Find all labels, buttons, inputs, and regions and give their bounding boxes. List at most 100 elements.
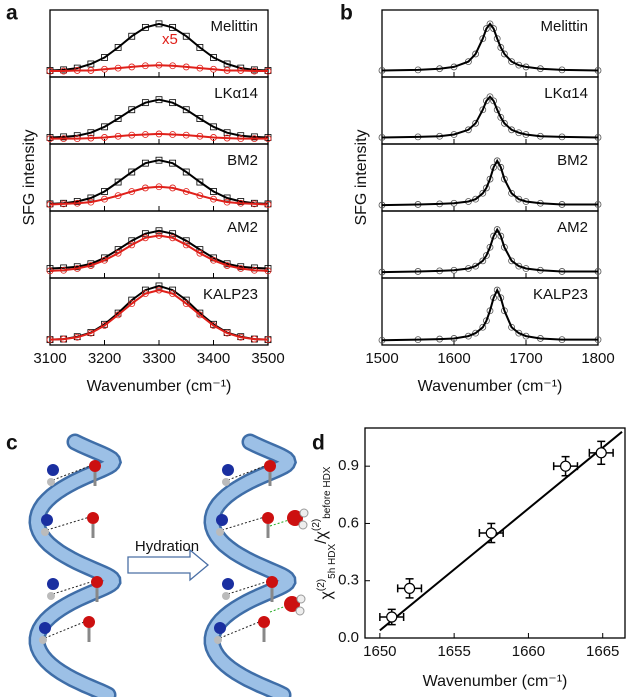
y-axis-label-part: /χ <box>313 530 330 543</box>
data-point <box>559 460 572 472</box>
y-tick-label: 0.6 <box>338 514 359 531</box>
data-marker <box>472 119 480 127</box>
atom-n <box>222 578 234 590</box>
data-marker <box>493 106 501 114</box>
atom-n <box>216 514 228 526</box>
fit-line <box>49 98 269 139</box>
atom-o <box>87 512 99 524</box>
data-marker <box>210 123 217 131</box>
annotation: x5 <box>162 31 178 48</box>
data-marker <box>464 58 472 66</box>
y-axis-label: SFG intensity <box>353 129 370 225</box>
atom-o <box>89 460 101 472</box>
water-o <box>287 510 303 526</box>
data-marker <box>479 106 487 114</box>
data-marker <box>508 126 516 134</box>
data-marker <box>472 50 480 58</box>
atom-o <box>258 616 270 628</box>
x-axis-label: Wavenumber (cm⁻¹) <box>423 673 568 690</box>
data-marker <box>482 252 490 259</box>
data-marker <box>479 35 487 42</box>
data-marker <box>114 311 122 319</box>
atom-h <box>47 592 55 600</box>
atom-h <box>216 528 224 536</box>
data-marker <box>490 97 498 105</box>
y-axis-label-part: before HDX <box>322 466 333 519</box>
data-marker <box>196 115 204 122</box>
x-axis-label: Wavenumber (cm⁻¹) <box>418 378 563 395</box>
fit-line <box>49 22 269 72</box>
data-marker <box>515 329 523 337</box>
x-tick-label: 1500 <box>365 350 398 367</box>
data-marker <box>497 114 505 121</box>
helix-ribbon <box>30 436 120 697</box>
atom-h <box>47 478 55 486</box>
x-tick-label: 1660 <box>512 643 545 660</box>
subplot-label: KALP23 <box>533 286 588 303</box>
y-axis-label-part: (2) <box>316 579 327 591</box>
subplot-label: Melittin <box>540 18 588 35</box>
fit-line <box>49 289 269 341</box>
data-marker <box>182 300 190 308</box>
data-marker <box>482 317 490 325</box>
fit-line <box>381 158 598 207</box>
subplot-label: AM2 <box>227 219 258 236</box>
data-marker <box>482 97 490 105</box>
x-tick-label: 1665 <box>586 643 619 660</box>
atom-n <box>222 464 234 476</box>
atom-o <box>264 460 276 472</box>
atom-n <box>47 464 59 476</box>
fit-line <box>49 229 269 270</box>
data-marker <box>210 256 217 264</box>
water-h <box>298 520 308 530</box>
x-tick-label: 3100 <box>33 350 66 367</box>
data-marker <box>101 123 108 131</box>
atom-o <box>83 616 95 628</box>
hbond <box>221 515 269 531</box>
y-tick-label: 0.3 <box>338 572 359 589</box>
data-marker <box>114 178 122 186</box>
x-axis-label: Wavenumber (cm⁻¹) <box>87 378 232 395</box>
y-axis-label-part: 5h HDX <box>327 544 338 579</box>
data-marker <box>508 257 516 265</box>
data-marker <box>508 58 516 66</box>
data-marker <box>479 257 487 265</box>
data-marker <box>101 256 108 264</box>
water-h <box>295 606 305 616</box>
data-marker <box>500 119 508 127</box>
data-marker <box>493 226 501 233</box>
data-point <box>386 611 398 623</box>
water-bond <box>269 605 287 613</box>
water-h <box>296 594 306 604</box>
data-marker <box>210 188 217 195</box>
panel-label: b <box>340 2 353 25</box>
data-marker <box>508 323 516 331</box>
y-axis-label: SFG intensity <box>21 129 38 225</box>
x-tick-label: 3300 <box>142 350 175 367</box>
x-tick-label: 3200 <box>88 350 121 367</box>
arrow-label: Hydration <box>135 538 199 555</box>
atom-o <box>266 576 278 588</box>
atom-h <box>39 636 47 644</box>
data-point <box>403 582 416 594</box>
hbond <box>227 463 271 481</box>
data-marker <box>486 20 494 28</box>
data-marker <box>182 106 190 114</box>
fit-line <box>381 95 599 139</box>
x-tick-label: 3400 <box>197 350 230 367</box>
data-marker <box>182 32 190 40</box>
data-marker <box>493 157 501 165</box>
subplot-label: BM2 <box>227 152 258 169</box>
data-marker <box>493 35 501 42</box>
data-marker <box>497 44 505 51</box>
data-marker <box>493 286 501 294</box>
hbond <box>52 463 96 481</box>
y-axis-label-part: (2) <box>311 519 322 531</box>
subplot-frame <box>381 277 599 346</box>
hbond <box>46 515 94 531</box>
fit-line <box>381 227 598 274</box>
subplot-label: BM2 <box>557 152 588 169</box>
data-marker <box>182 168 190 176</box>
data-marker <box>472 329 480 337</box>
atom-n <box>41 514 53 526</box>
